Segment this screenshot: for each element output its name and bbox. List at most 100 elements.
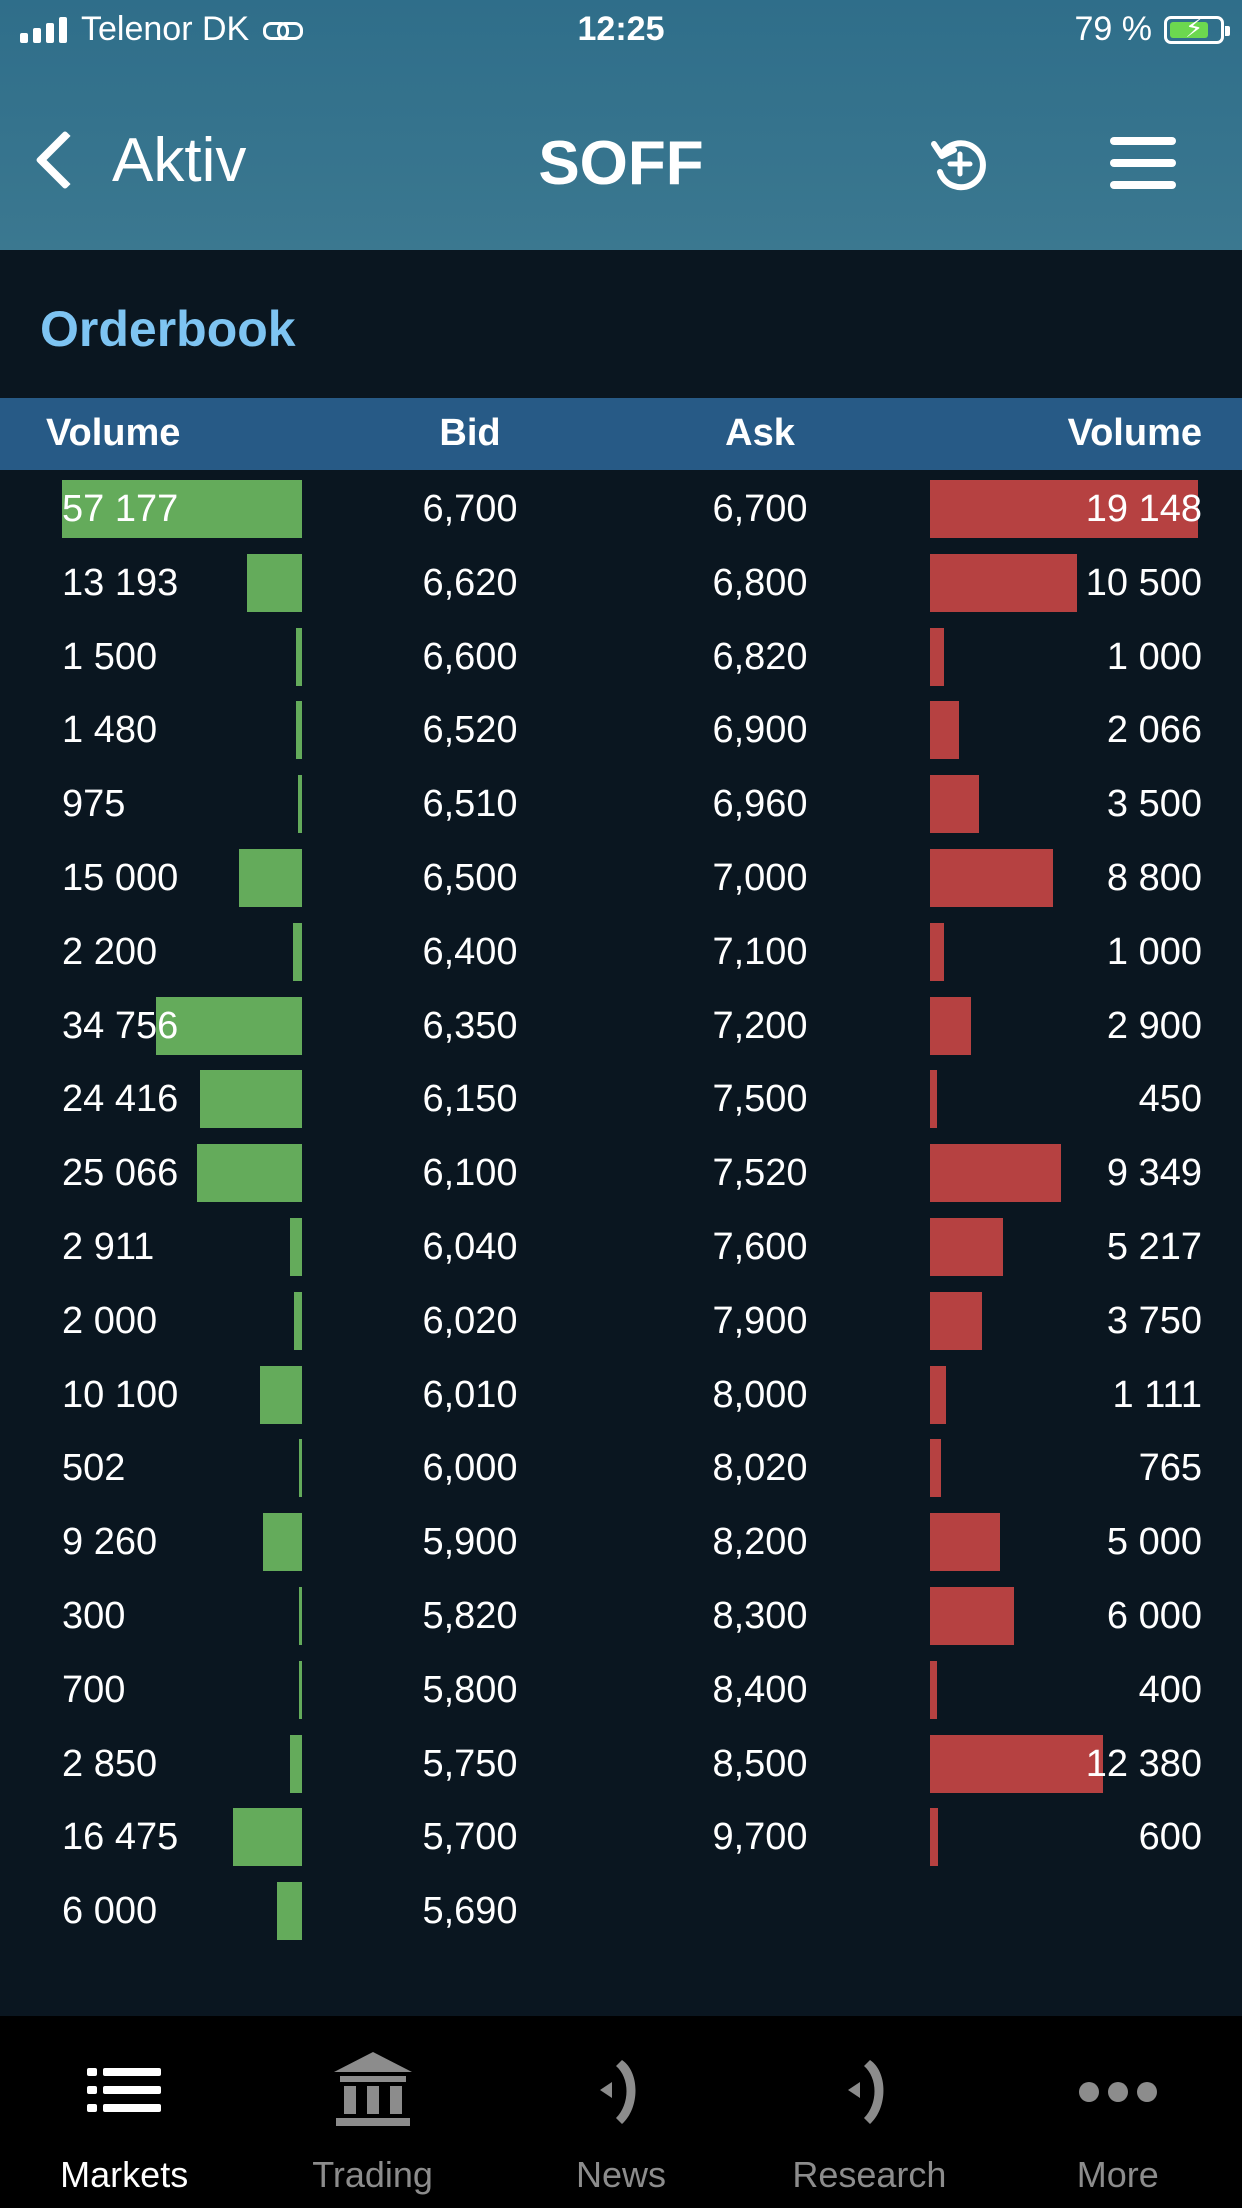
bid-price: 6,620: [422, 561, 518, 604]
bid-header: Bid: [439, 412, 501, 454]
ask-volume: 19 148: [1085, 488, 1202, 530]
bid-volume: 975: [62, 783, 126, 826]
ask-volume-bar: [930, 1808, 1200, 1867]
ask-volume: 5 217: [1106, 1225, 1202, 1268]
battery-percent: 79 %: [1074, 10, 1153, 48]
bid-volume-bar: [62, 848, 302, 907]
orderbook-row[interactable]: 57 177 6,700 6,700 19 148: [0, 472, 1242, 546]
bid-volume: 25 066: [62, 1152, 179, 1195]
orderbook-row[interactable]: 6 000 5,690: [0, 1874, 1242, 1948]
back-button[interactable]: Aktiv: [30, 120, 246, 200]
ask-price: 7,000: [712, 856, 808, 899]
status-time: 12:25: [577, 10, 665, 48]
ask-price: 7,100: [712, 930, 808, 973]
bid-volume: 13 193: [62, 561, 179, 604]
ask-volume-bar: [930, 1291, 1200, 1350]
orderbook-row[interactable]: 24 416 6,150 7,500 450: [0, 1062, 1242, 1136]
ask-volume: 600: [1138, 1816, 1202, 1859]
orderbook-row[interactable]: 1 480 6,520 6,900 2 066: [0, 693, 1242, 767]
bid-volume: 2 000: [62, 1299, 158, 1342]
orderbook-row[interactable]: 25 066 6,100 7,520 9 349: [0, 1136, 1242, 1210]
ask-price: 8,200: [712, 1521, 808, 1564]
tab-more[interactable]: More: [994, 2016, 1242, 2208]
orderbook-row[interactable]: 13 193 6,620 6,800 10 500: [0, 546, 1242, 620]
bid-price: 6,500: [422, 856, 518, 899]
ask-volume-header: Volume: [1067, 412, 1202, 454]
orderbook-row[interactable]: 2 200 6,400 7,100 1 000: [0, 915, 1242, 989]
tab-bar: Markets Trading News Research More: [0, 2016, 1242, 2208]
ask-volume-bar: [930, 701, 1200, 760]
back-label: Aktiv: [112, 125, 247, 195]
hotspot-link-icon: [263, 19, 304, 41]
bid-volume-header: Volume: [46, 412, 181, 454]
ask-volume-bar: [930, 1070, 1200, 1129]
orderbook-row[interactable]: 2 911 6,040 7,600 5 217: [0, 1210, 1242, 1284]
bid-price: 6,020: [422, 1299, 518, 1342]
signal-icon: [20, 16, 67, 43]
bid-price: 6,350: [422, 1004, 518, 1047]
hamburger-menu-icon[interactable]: [1110, 137, 1176, 189]
ask-price: 6,700: [712, 488, 808, 530]
app-header: Telenor DK 12:25 79 % ⚡ Aktiv SOFF: [0, 0, 1242, 250]
bid-price: 6,000: [422, 1447, 518, 1490]
bid-volume-bar: [62, 480, 302, 538]
status-right: 79 % ⚡: [1074, 10, 1230, 49]
ask-volume: 5 000: [1106, 1521, 1202, 1564]
bid-volume: 16 475: [62, 1816, 179, 1859]
ask-volume-bar: [930, 1586, 1200, 1645]
orderbook-row[interactable]: 1 500 6,600 6,820 1 000: [0, 620, 1242, 694]
ask-volume-bar: [930, 1144, 1200, 1203]
bid-volume: 300: [62, 1594, 126, 1637]
ask-header: Ask: [725, 412, 795, 454]
bid-volume-bar: [62, 1365, 302, 1424]
tab-label: Trading: [312, 2154, 433, 2195]
ask-volume: 10 500: [1085, 561, 1202, 604]
orderbook-row[interactable]: 975 6,510 6,960 3 500: [0, 767, 1242, 841]
orderbook-row[interactable]: 34 756 6,350 7,200 2 900: [0, 989, 1242, 1063]
bid-price: 6,040: [422, 1225, 518, 1268]
tab-news[interactable]: News: [497, 2016, 745, 2208]
refresh-add-icon[interactable]: [928, 132, 992, 196]
orderbook-row[interactable]: 10 100 6,010 8,000 1 111: [0, 1358, 1242, 1432]
ask-volume: 6 000: [1106, 1594, 1202, 1637]
bid-volume: 2 850: [62, 1742, 158, 1785]
bid-volume-bar: [62, 1144, 302, 1203]
ask-price: 7,900: [712, 1299, 808, 1342]
ask-volume: 400: [1138, 1668, 1202, 1711]
ask-price: 8,400: [712, 1668, 808, 1711]
ask-price: 8,020: [712, 1447, 808, 1490]
tab-research[interactable]: Research: [745, 2016, 993, 2208]
ask-price: 9,700: [712, 1816, 808, 1859]
ask-volume-bar: [930, 1365, 1200, 1424]
bank-icon: [333, 2052, 412, 2126]
orderbook-row[interactable]: 502 6,000 8,020 765: [0, 1431, 1242, 1505]
ask-volume: 1 111: [1112, 1373, 1202, 1416]
orderbook-row[interactable]: 2 850 5,750 8,500 12 380: [0, 1727, 1242, 1801]
ask-price: 8,000: [712, 1373, 808, 1416]
bid-volume: 15 000: [62, 856, 179, 899]
ask-volume-bar: [930, 1734, 1200, 1793]
tab-label: More: [1076, 2154, 1159, 2195]
bid-volume: 6 000: [62, 1890, 158, 1933]
orderbook-row[interactable]: 15 000 6,500 7,000 8 800: [0, 841, 1242, 915]
tab-markets[interactable]: Markets: [0, 2016, 248, 2208]
orderbook-row[interactable]: 9 260 5,900 8,200 5 000: [0, 1505, 1242, 1579]
orderbook-row[interactable]: 300 5,820 8,300 6 000: [0, 1579, 1242, 1653]
orderbook-row[interactable]: 700 5,800 8,400 400: [0, 1653, 1242, 1727]
orderbook-title: Orderbook: [40, 301, 296, 357]
chevron-left-icon: [35, 130, 95, 190]
bid-volume: 502: [62, 1447, 126, 1490]
status-bar: Telenor DK 12:25 79 % ⚡: [0, 0, 1242, 64]
ask-price: 6,960: [712, 783, 808, 826]
orderbook-row[interactable]: 2 000 6,020 7,900 3 750: [0, 1284, 1242, 1358]
bid-volume-bar: [62, 1513, 302, 1572]
broadcast-icon: [599, 2060, 636, 2124]
ask-volume-bar: [930, 627, 1200, 686]
carrier-name: Telenor DK: [81, 10, 250, 48]
ask-volume-bar: [930, 1439, 1200, 1498]
ask-volume-bar: [930, 1217, 1200, 1276]
bid-volume-bar: [62, 1217, 302, 1276]
ask-volume-bar: [930, 922, 1200, 981]
tab-trading[interactable]: Trading: [248, 2016, 496, 2208]
orderbook-row[interactable]: 16 475 5,700 9,700 600: [0, 1800, 1242, 1874]
